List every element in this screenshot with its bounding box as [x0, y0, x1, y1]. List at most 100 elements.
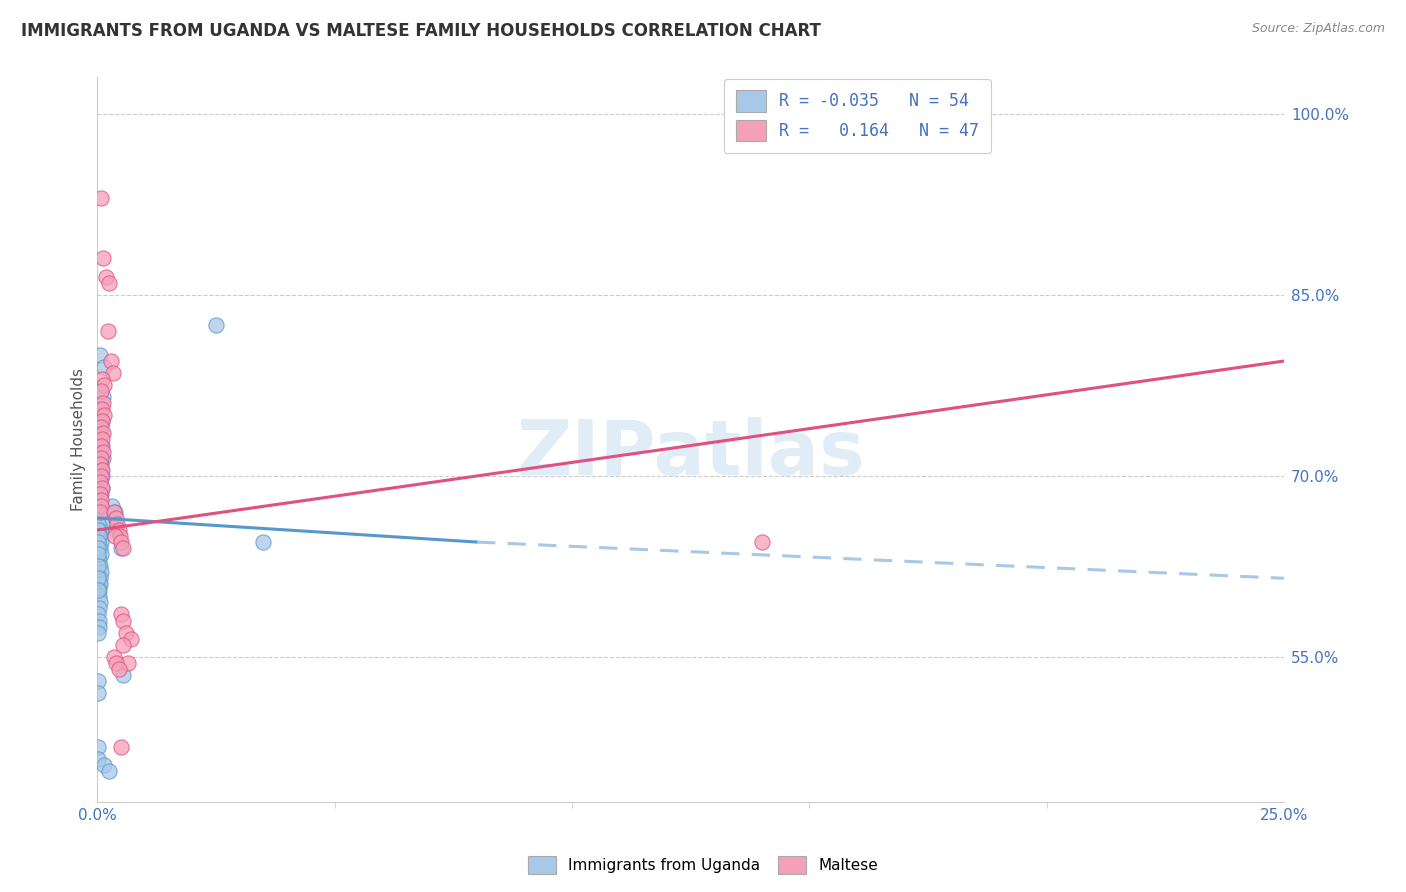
Point — [90, 463, 112, 477]
Text: Source: ZipAtlas.com: Source: ZipAtlas.com — [1251, 22, 1385, 36]
Point — [103, 649, 125, 664]
Point — [87, 541, 110, 555]
Point — [87, 590, 110, 604]
Point — [91, 444, 114, 458]
Point — [87, 583, 110, 598]
Point — [87, 547, 110, 561]
Point — [93, 409, 115, 423]
Point — [103, 505, 125, 519]
Point — [90, 492, 112, 507]
Point — [90, 523, 112, 537]
Point — [90, 463, 112, 477]
Point — [89, 619, 111, 633]
Point — [87, 577, 110, 591]
Point — [112, 668, 135, 682]
Point — [91, 252, 114, 266]
Point — [89, 492, 111, 507]
Point — [105, 511, 128, 525]
Point — [89, 577, 111, 591]
Point — [89, 505, 111, 519]
Point — [90, 499, 112, 513]
Point — [91, 450, 114, 465]
Point — [114, 625, 136, 640]
Point — [97, 324, 120, 338]
Point — [90, 481, 112, 495]
Point — [89, 529, 111, 543]
Text: IMMIGRANTS FROM UGANDA VS MALTESE FAMILY HOUSEHOLDS CORRELATION CHART: IMMIGRANTS FROM UGANDA VS MALTESE FAMILY… — [21, 22, 821, 40]
Point — [91, 372, 114, 386]
Point — [91, 468, 114, 483]
Point — [105, 656, 128, 670]
Point — [87, 752, 110, 766]
Point — [90, 487, 112, 501]
Point — [87, 523, 110, 537]
Point — [91, 481, 114, 495]
Point — [751, 535, 773, 549]
Point — [89, 426, 111, 441]
Point — [89, 583, 111, 598]
Point — [90, 438, 112, 452]
Point — [90, 384, 112, 399]
Point — [90, 402, 112, 417]
Point — [90, 402, 112, 417]
Point — [110, 607, 132, 622]
Point — [94, 269, 117, 284]
Point — [98, 764, 121, 779]
Point — [104, 529, 127, 543]
Point — [90, 499, 112, 513]
Point — [110, 535, 132, 549]
Point — [87, 740, 110, 755]
Point — [105, 516, 128, 531]
Point — [90, 566, 112, 580]
Point — [89, 475, 111, 489]
Point — [110, 541, 132, 555]
Point — [105, 523, 128, 537]
Point — [87, 571, 110, 585]
Point — [93, 378, 115, 392]
Point — [110, 740, 132, 755]
Point — [93, 758, 115, 772]
Point — [90, 433, 112, 447]
Point — [90, 511, 112, 525]
Point — [87, 614, 110, 628]
Y-axis label: Family Households: Family Households — [72, 368, 86, 511]
Point — [90, 191, 112, 205]
Point — [87, 516, 110, 531]
Point — [89, 595, 111, 609]
Point — [87, 686, 110, 700]
Point — [90, 457, 112, 471]
Legend: R = -0.035   N = 54, R =   0.164   N = 47: R = -0.035 N = 54, R = 0.164 N = 47 — [724, 78, 991, 153]
Point — [112, 541, 135, 555]
Point — [90, 547, 112, 561]
Point — [90, 420, 112, 434]
Point — [108, 529, 131, 543]
Point — [104, 505, 127, 519]
Point — [87, 529, 110, 543]
Point — [90, 535, 112, 549]
Text: ZIPatlas: ZIPatlas — [516, 417, 865, 491]
Point — [205, 318, 228, 332]
Point — [91, 516, 114, 531]
Point — [252, 535, 274, 549]
Point — [87, 625, 110, 640]
Point — [87, 559, 110, 574]
Point — [117, 656, 139, 670]
Point — [98, 276, 121, 290]
Legend: Immigrants from Uganda, Maltese: Immigrants from Uganda, Maltese — [522, 850, 884, 880]
Point — [89, 553, 111, 567]
Point — [89, 541, 111, 555]
Point — [107, 662, 129, 676]
Point — [91, 390, 114, 404]
Point — [89, 475, 111, 489]
Point — [90, 468, 112, 483]
Point — [101, 366, 124, 380]
Point — [89, 457, 111, 471]
Point — [91, 396, 114, 410]
Point — [91, 414, 114, 428]
Point — [112, 614, 135, 628]
Point — [91, 426, 114, 441]
Point — [93, 360, 115, 375]
Point — [91, 414, 114, 428]
Point — [100, 354, 122, 368]
Point — [89, 487, 111, 501]
